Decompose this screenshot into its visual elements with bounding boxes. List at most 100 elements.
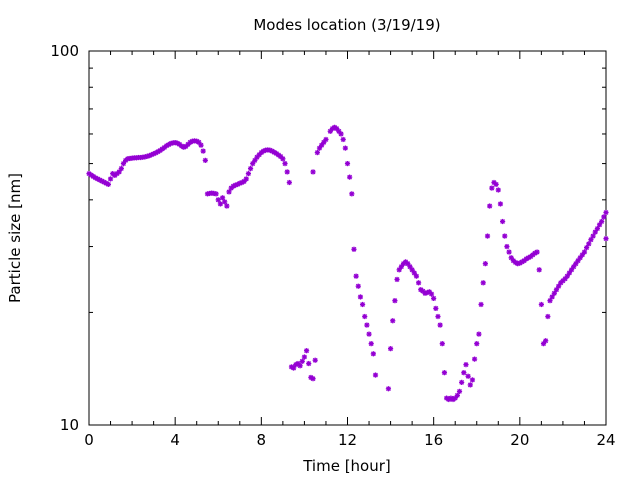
data-point bbox=[493, 181, 499, 187]
data-point bbox=[575, 258, 581, 264]
data-point bbox=[370, 351, 376, 357]
data-point bbox=[301, 354, 308, 360]
data-point bbox=[590, 233, 596, 239]
data-point bbox=[286, 179, 292, 186]
data-point bbox=[461, 370, 467, 376]
data-point bbox=[314, 149, 320, 156]
data-point bbox=[219, 195, 226, 201]
data-point bbox=[480, 280, 486, 286]
data-point bbox=[349, 191, 355, 197]
data-point bbox=[347, 174, 353, 180]
data-point bbox=[601, 214, 607, 220]
data-point bbox=[588, 237, 594, 243]
data-point bbox=[282, 160, 288, 167]
x-tick-label: 12 bbox=[338, 431, 357, 449]
data-point bbox=[484, 233, 491, 239]
data-point bbox=[372, 372, 379, 378]
data-point bbox=[547, 298, 553, 304]
data-point bbox=[543, 338, 549, 344]
x-tick-label: 16 bbox=[424, 431, 443, 449]
data-point bbox=[202, 157, 208, 163]
data-point bbox=[487, 203, 493, 209]
data-point bbox=[385, 386, 392, 392]
data-point bbox=[224, 203, 230, 209]
data-point bbox=[120, 160, 127, 167]
data-point bbox=[536, 267, 542, 273]
data-point bbox=[213, 191, 219, 197]
data-point bbox=[433, 305, 439, 312]
data-point bbox=[584, 245, 590, 251]
data-point bbox=[323, 136, 329, 143]
data-points bbox=[86, 124, 609, 403]
data-point bbox=[387, 346, 394, 352]
data-point bbox=[226, 189, 232, 195]
data-point bbox=[222, 199, 228, 205]
data-point bbox=[549, 294, 555, 300]
x-tick-label: 8 bbox=[257, 431, 267, 449]
data-point bbox=[392, 298, 398, 304]
data-point bbox=[581, 249, 588, 255]
data-point bbox=[306, 360, 312, 367]
data-point bbox=[394, 276, 400, 283]
data-point bbox=[476, 331, 482, 337]
data-point bbox=[368, 341, 374, 347]
data-point bbox=[316, 145, 323, 151]
data-point bbox=[500, 218, 506, 225]
y-axis: 10 100 bbox=[50, 42, 606, 434]
data-point bbox=[454, 392, 460, 398]
data-point bbox=[327, 128, 333, 134]
x-axis-label: Time [hour] bbox=[302, 457, 391, 475]
data-point bbox=[545, 313, 551, 320]
data-point bbox=[303, 348, 310, 354]
x-tick-label: 4 bbox=[170, 431, 180, 449]
data-point bbox=[562, 276, 568, 282]
data-point bbox=[355, 283, 361, 289]
data-point bbox=[456, 388, 463, 394]
data-point bbox=[495, 187, 501, 193]
x-tick-label: 24 bbox=[596, 431, 615, 449]
data-point bbox=[586, 241, 592, 247]
data-point bbox=[359, 301, 366, 308]
data-point bbox=[284, 169, 290, 175]
data-point bbox=[250, 160, 256, 167]
data-point bbox=[497, 201, 504, 207]
data-point bbox=[592, 229, 598, 235]
data-point bbox=[299, 358, 305, 364]
data-point bbox=[338, 131, 344, 137]
data-point bbox=[437, 322, 443, 328]
data-point bbox=[291, 365, 297, 371]
data-point bbox=[467, 382, 473, 388]
data-point bbox=[482, 261, 488, 267]
data-point bbox=[118, 165, 124, 172]
data-point bbox=[247, 165, 254, 172]
data-point bbox=[506, 249, 512, 255]
x-axis: 0 4 8 12 16 20 24 bbox=[84, 51, 616, 449]
data-point bbox=[105, 181, 111, 187]
data-point bbox=[603, 236, 609, 242]
data-point bbox=[364, 322, 370, 328]
data-point bbox=[471, 356, 478, 362]
chart-title: Modes location (3/19/19) bbox=[253, 16, 440, 34]
data-point bbox=[553, 287, 560, 293]
data-point bbox=[312, 357, 318, 363]
data-point bbox=[474, 341, 480, 347]
data-point bbox=[310, 376, 316, 382]
data-point bbox=[342, 145, 348, 151]
data-point bbox=[217, 201, 224, 207]
data-point bbox=[502, 233, 508, 239]
data-point bbox=[245, 171, 252, 177]
data-point bbox=[413, 273, 420, 279]
plot-frame bbox=[88, 50, 607, 426]
data-point bbox=[568, 267, 575, 273]
data-point bbox=[280, 156, 286, 162]
data-point bbox=[353, 273, 359, 279]
data-point bbox=[594, 226, 600, 232]
data-point bbox=[465, 373, 471, 379]
data-point bbox=[489, 185, 495, 191]
data-point bbox=[459, 379, 465, 385]
data-point bbox=[366, 331, 372, 337]
data-point bbox=[428, 291, 435, 297]
data-point bbox=[310, 169, 316, 175]
data-point bbox=[243, 176, 249, 182]
